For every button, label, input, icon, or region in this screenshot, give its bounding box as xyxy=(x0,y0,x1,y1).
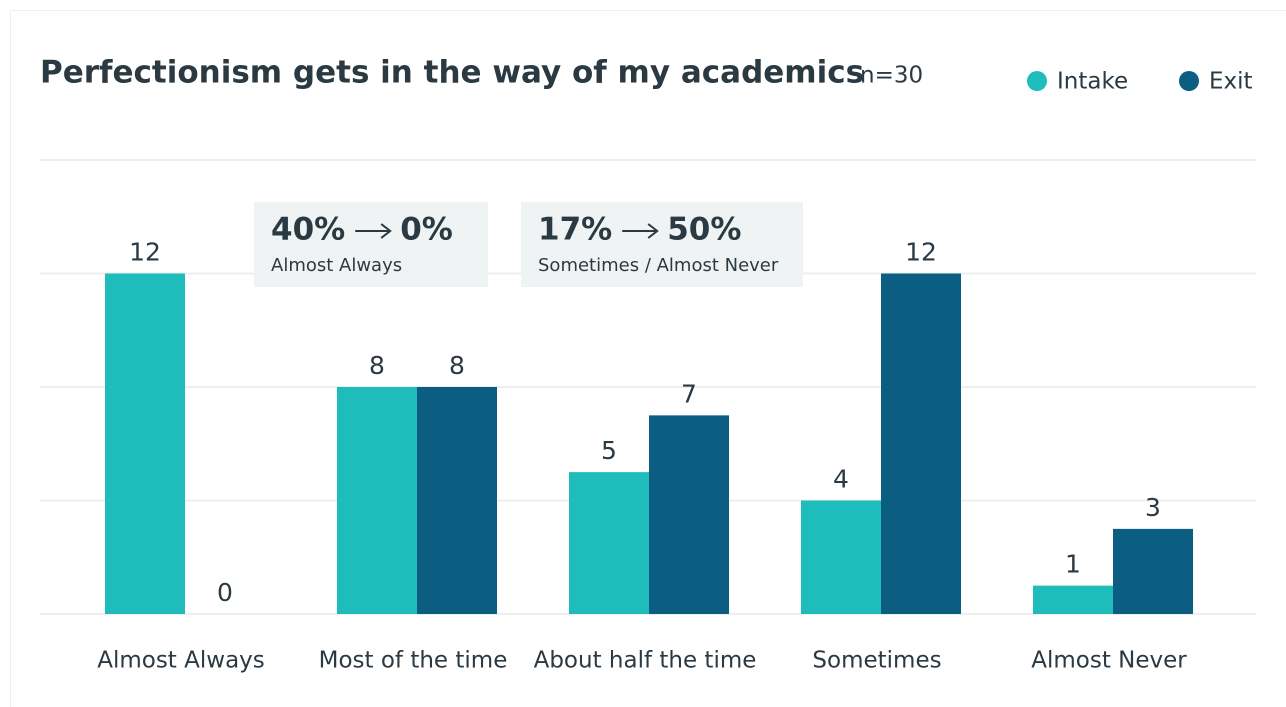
chart-subtitle: n=30 xyxy=(860,63,923,89)
legend-swatch xyxy=(1179,71,1199,91)
bar xyxy=(649,415,729,614)
annotation-box xyxy=(521,202,803,287)
value-label: 0 xyxy=(217,578,233,607)
bar xyxy=(337,387,417,614)
x-tick-label: Almost Always xyxy=(97,648,265,674)
annotation-arrowhead xyxy=(647,223,659,239)
bar xyxy=(881,273,961,614)
value-label: 3 xyxy=(1145,493,1161,522)
bar xyxy=(801,500,881,614)
bar xyxy=(1033,585,1113,614)
x-tick-label: Sometimes xyxy=(812,648,941,674)
legend-label: Intake xyxy=(1057,69,1128,95)
value-label: 8 xyxy=(369,351,385,380)
value-label: 8 xyxy=(449,351,465,380)
bar xyxy=(1113,528,1193,614)
annotation-label: Sometimes / Almost Never xyxy=(538,255,779,276)
chart-title: Perfectionism gets in the way of my acad… xyxy=(40,55,864,91)
annotation-from: 40% xyxy=(271,212,345,248)
legend-label: Exit xyxy=(1209,69,1253,95)
value-label: 1 xyxy=(1065,550,1081,579)
annotation-arrowhead xyxy=(380,223,392,239)
value-label: 4 xyxy=(833,465,849,494)
x-tick-label: About half the time xyxy=(534,648,757,674)
value-label: 7 xyxy=(681,379,697,408)
value-label: 5 xyxy=(601,436,617,465)
annotation-to: 0% xyxy=(400,212,453,248)
bar xyxy=(417,387,497,614)
value-label: 12 xyxy=(905,238,937,267)
x-tick-label: Almost Never xyxy=(1031,648,1187,674)
x-tick-label: Most of the time xyxy=(319,648,508,674)
annotation-to: 50% xyxy=(667,212,741,248)
bar xyxy=(105,273,185,614)
annotation-from: 17% xyxy=(538,212,612,248)
bar xyxy=(569,472,649,614)
value-label: 12 xyxy=(129,238,161,267)
annotation-label: Almost Always xyxy=(271,255,402,276)
annotation-box xyxy=(254,202,488,287)
legend-swatch xyxy=(1027,71,1047,91)
